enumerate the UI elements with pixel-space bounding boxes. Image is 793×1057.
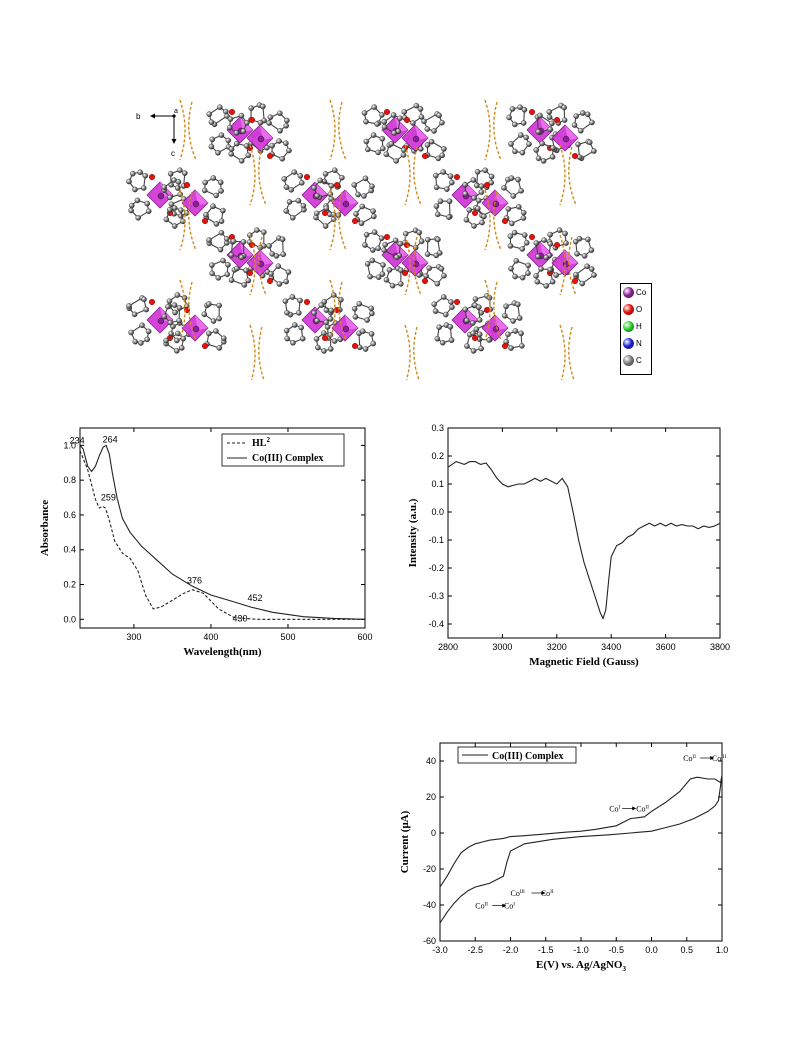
x-tick-label: 500 <box>280 632 295 642</box>
atom-color-icon <box>623 287 634 298</box>
series-line <box>439 775 723 888</box>
y-tick-label: -0.3 <box>428 591 444 601</box>
x-tick-label: 2800 <box>438 642 458 652</box>
atom-legend-item: C <box>621 352 651 369</box>
y-tick-label: -40 <box>423 900 436 910</box>
x-tick-label: -2.0 <box>503 945 519 955</box>
y-tick-label: 0.0 <box>431 507 444 517</box>
crystal-structure-figure: b a c Co O H N C <box>120 90 652 386</box>
x-tick-label: 1.0 <box>716 945 729 955</box>
y-tick-label: -60 <box>423 936 436 946</box>
peak-label: 376 <box>187 576 202 586</box>
x-tick-label: -2.5 <box>467 945 483 955</box>
legend-entry: Co(III) Complex <box>252 453 323 464</box>
atom-legend: Co O H N C <box>620 283 652 375</box>
y-tick-label: -0.4 <box>428 619 444 629</box>
x-tick-label: 3200 <box>547 642 567 652</box>
y-tick-label: 0 <box>431 828 436 838</box>
peak-label: 264 <box>103 434 118 444</box>
y-tick-label: 0.4 <box>63 545 76 555</box>
atom-label: Co <box>636 288 647 297</box>
x-tick-label: 0.0 <box>645 945 658 955</box>
atom-color-icon <box>623 355 634 366</box>
y-tick-label: 0.2 <box>63 580 76 590</box>
x-tick-label: -1.0 <box>573 945 589 955</box>
x-tick-label: 3000 <box>492 642 512 652</box>
x-axis-label: Magnetic Field (Gauss) <box>529 656 639 668</box>
x-tick-label: 3600 <box>656 642 676 652</box>
series-line <box>439 775 723 924</box>
redox-annotation: CoIII CoII <box>511 889 554 898</box>
axis-c-label: c <box>171 149 175 158</box>
atom-legend-item: H <box>621 318 651 335</box>
x-axis-label: E(V) vs. Ag/AgNO3 <box>536 959 626 973</box>
axis-b-label: b <box>136 112 141 121</box>
y-tick-label: 0.0 <box>63 614 76 624</box>
x-tick-label: -0.5 <box>608 945 624 955</box>
series-line <box>447 460 721 620</box>
atom-legend-item: Co <box>621 284 651 301</box>
x-tick-label: 0.5 <box>680 945 693 955</box>
y-axis-label: Absorbance <box>40 500 51 556</box>
y-tick-label: 0.1 <box>431 479 444 489</box>
y-tick-label: -0.2 <box>428 563 444 573</box>
peak-label: 430 <box>233 614 248 624</box>
x-tick-label: 600 <box>357 632 372 642</box>
epr-chart: 2800 3000 3200 3400 3600 3800 -0.4 -0.3 -0.2 -0.1… <box>398 418 738 668</box>
redox-annotation: CoI CoII <box>609 804 649 813</box>
axis-a-label: a <box>174 108 178 115</box>
legend-entry: Co(III) Complex <box>492 751 563 762</box>
x-tick-label: 3400 <box>601 642 621 652</box>
atom-label: C <box>636 356 642 365</box>
peak-label: 452 <box>247 593 262 603</box>
y-tick-label: 0.3 <box>431 423 444 433</box>
uv-vis-chart: 300 400 500 600 0.0 0.2 0.4 0.6 0.8 1.0 Wavelength… <box>39 418 380 663</box>
legend: HL2 Co(III) Complex <box>221 433 345 467</box>
redox-annotation: CoII CoI <box>475 902 515 911</box>
crystal-packing-image <box>126 99 597 386</box>
atom-label: N <box>636 339 642 348</box>
peak-label: 234 <box>70 435 85 445</box>
atom-color-icon <box>623 321 634 332</box>
legend: Co(III) Complex <box>457 746 577 764</box>
plot-frame <box>79 427 366 629</box>
atom-legend-item: N <box>621 335 651 352</box>
series-line <box>79 450 365 620</box>
atom-label: O <box>636 305 643 314</box>
atom-color-icon <box>623 338 634 349</box>
y-axis-label: Current (μA) <box>399 810 411 873</box>
y-tick-label: 0.6 <box>63 510 76 520</box>
x-tick-label: -1.5 <box>538 945 554 955</box>
y-tick-label: 1.0 <box>63 440 76 450</box>
axis-orientation-icon: b a c <box>136 108 178 158</box>
x-tick-label: 300 <box>126 632 141 642</box>
y-tick-label: 0.8 <box>63 475 76 485</box>
y-axis-label: Intensity (a.u.) <box>407 498 419 567</box>
legend-entry: HL2 <box>252 436 270 449</box>
x-tick-label: 3800 <box>710 642 730 652</box>
y-tick-label: 40 <box>426 756 436 766</box>
peak-label: 259 <box>101 492 116 502</box>
x-tick-label: 400 <box>203 632 218 642</box>
y-tick-label: -0.1 <box>428 535 444 545</box>
series-line <box>79 444 366 620</box>
atom-label: H <box>636 322 642 331</box>
y-tick-label: 0.2 <box>431 451 444 461</box>
atom-legend-item: O <box>621 301 651 318</box>
crystal-molecules <box>126 102 597 354</box>
y-tick-label: -20 <box>423 864 436 874</box>
y-tick-label: 20 <box>426 792 436 802</box>
atom-color-icon <box>623 304 634 315</box>
redox-annotation: CoII CoIII <box>683 754 726 763</box>
plot-frame <box>447 427 721 639</box>
x-tick-label: -3.0 <box>432 945 448 955</box>
cyclic-voltammogram-chart: -3.0 -2.5 -2.0 -1.5 -1.0 -0.5 0.0 0.5 1.0 -60 -40 -… <box>398 735 738 980</box>
x-axis-label: Wavelength(nm) <box>183 646 262 658</box>
